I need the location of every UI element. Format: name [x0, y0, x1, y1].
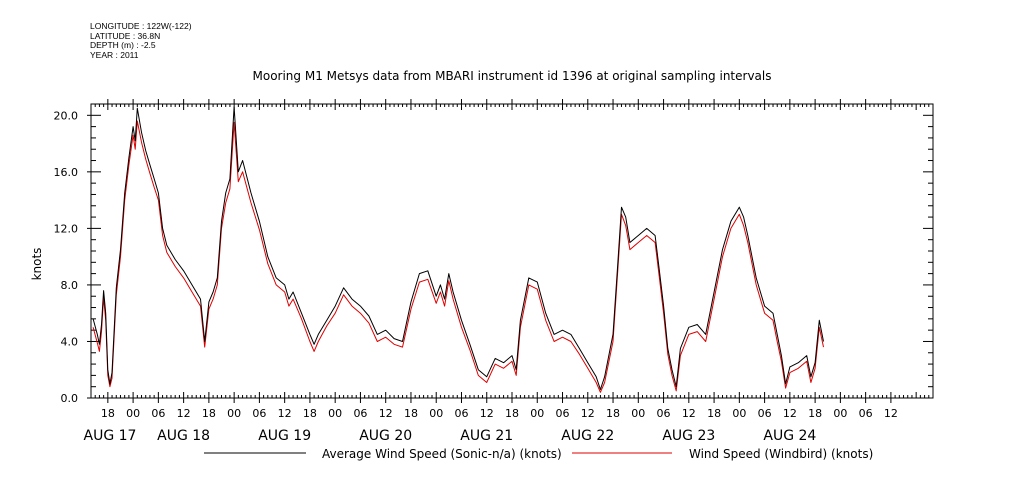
x-hour-tick-label: 06	[454, 407, 468, 420]
longitude-label: LONGITUDE : 122W(-122)	[90, 21, 192, 31]
y-tick-label: 16.0	[54, 166, 79, 179]
x-hour-tick-label: 18	[101, 407, 115, 420]
x-day-label: AUG 17	[84, 428, 137, 444]
x-hour-tick-label: 06	[556, 407, 570, 420]
x-hour-tick-label: 00	[732, 407, 746, 420]
x-hour-tick-label: 00	[530, 407, 544, 420]
series-line-sonic	[92, 106, 824, 390]
year-label: YEAR : 2011	[90, 49, 139, 60]
y-tick-label: 20.0	[54, 109, 79, 122]
x-hour-tick-label: 12	[783, 407, 797, 420]
y-tick-label: 0.0	[61, 392, 79, 405]
legend: Average Wind Speed (Sonic-n/a) (knots) Wi…	[204, 447, 873, 461]
x-hour-tick-label: 00	[631, 407, 645, 420]
x-day-label: AUG 19	[258, 428, 311, 444]
x-day-label: AUG 24	[763, 428, 816, 444]
x-hour-tick-label: 12	[177, 407, 191, 420]
y-tick-label: 12.0	[54, 222, 79, 235]
x-hour-tick-label: 12	[581, 407, 595, 420]
x-hour-tick-label: 18	[505, 407, 519, 420]
legend-label-windbird: Wind Speed (Windbird) (knots)	[689, 447, 873, 461]
x-hour-tick-label: 06	[252, 407, 266, 420]
x-hour-tick-label: 06	[151, 407, 165, 420]
x-hour-tick-label: 18	[808, 407, 822, 420]
x-hour-tick-label: 00	[833, 407, 847, 420]
y-tick-label: 4.0	[61, 335, 79, 348]
x-hour-tick-label: 12	[682, 407, 696, 420]
x-hour-tick-label: 00	[126, 407, 140, 420]
x-hour-tick-label: 06	[353, 407, 367, 420]
metadata-block: LONGITUDE : 122W(-122) LATITUDE : 36.8N …	[90, 21, 192, 60]
x-hour-tick-label: 00	[227, 407, 241, 420]
x-hour-tick-label: 12	[278, 407, 292, 420]
y-tick-label: 8.0	[61, 279, 79, 292]
x-hour-tick-label: 06	[758, 407, 772, 420]
x-hour-tick-label: 18	[303, 407, 317, 420]
x-hour-tick-label: 12	[379, 407, 393, 420]
x-hour-tick-label: 12	[884, 407, 898, 420]
x-day-label: AUG 22	[561, 428, 614, 444]
depth-label: DEPTH (m) : -2.5	[90, 40, 156, 50]
x-hour-tick-label: 06	[657, 407, 671, 420]
x-day-label: AUG 21	[460, 428, 513, 444]
x-hour-tick-label: 18	[202, 407, 216, 420]
latitude-label: LATITUDE : 36.8N	[90, 30, 161, 41]
series-line-windbird	[92, 120, 824, 393]
x-hour-tick-label: 00	[328, 407, 342, 420]
chart-title: Mooring M1 Metsys data from MBARI instru…	[253, 69, 772, 83]
x-hour-tick-label: 18	[606, 407, 620, 420]
y-axis-label: knots	[30, 248, 44, 281]
x-day-label: AUG 23	[662, 428, 715, 444]
x-day-label: AUG 20	[359, 428, 412, 444]
plot-frame	[90, 103, 934, 399]
x-day-label: AUG 18	[157, 428, 210, 444]
x-hour-tick-label: 12	[480, 407, 494, 420]
legend-label-sonic: Average Wind Speed (Sonic-n/a) (knots)	[322, 447, 562, 461]
x-hour-tick-label: 18	[404, 407, 418, 420]
x-hour-tick-label: 06	[859, 407, 873, 420]
x-hour-tick-label: 00	[429, 407, 443, 420]
x-hour-tick-label: 18	[707, 407, 721, 420]
